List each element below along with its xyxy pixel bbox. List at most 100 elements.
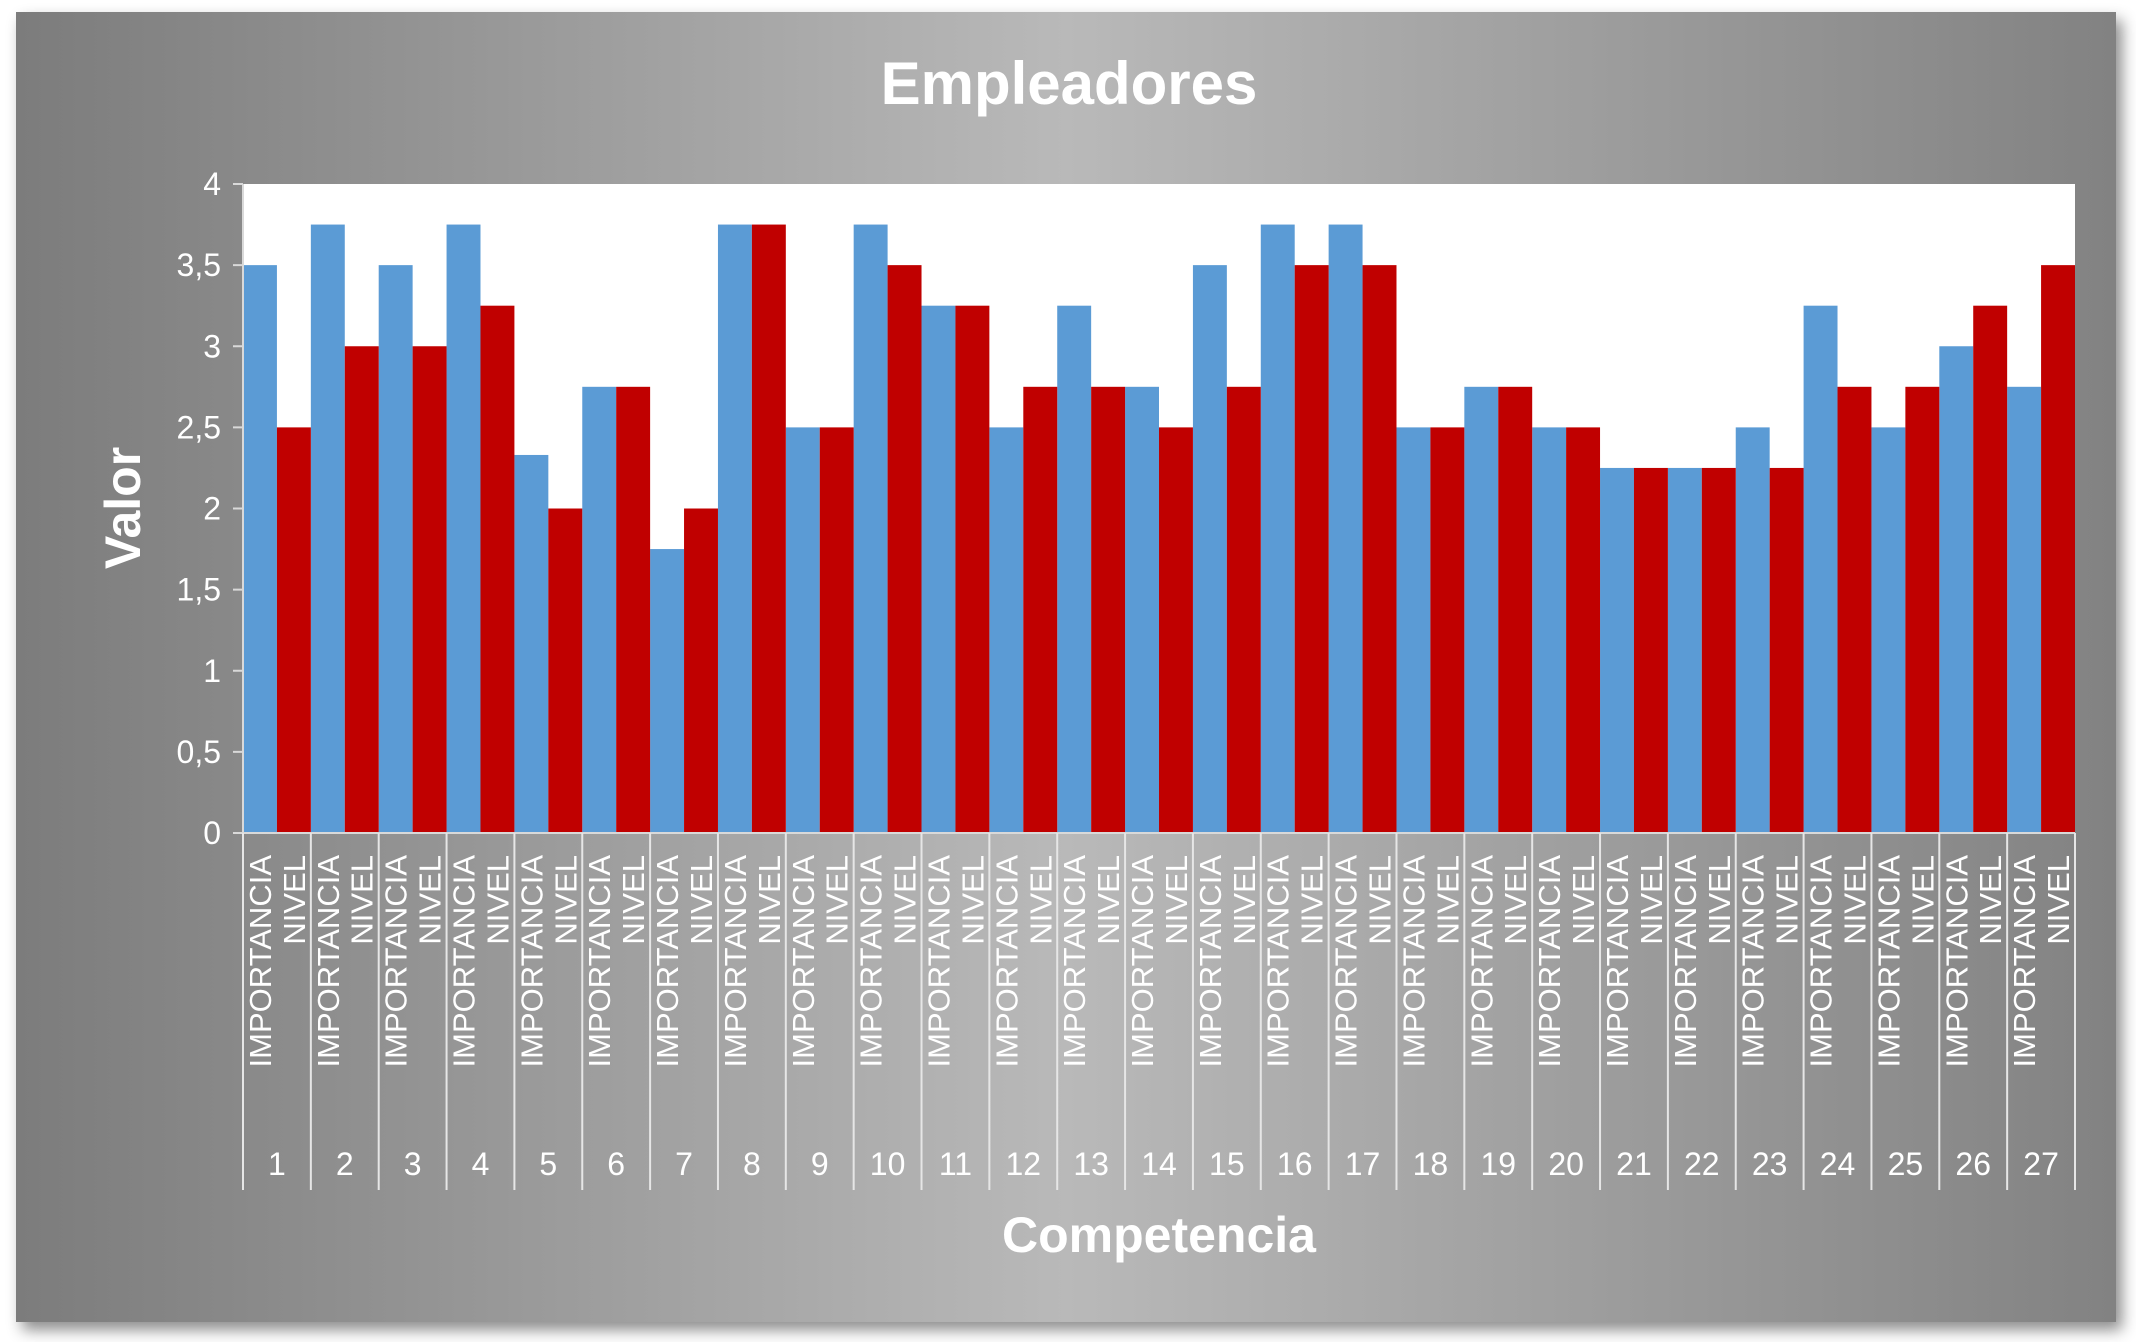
x-axis: IMPORTANCIANIVEL1IMPORTANCIANIVEL2IMPORT… <box>242 832 2076 1190</box>
x-category-label: 20 <box>1548 1146 1584 1182</box>
chart-frame: Empleadores 0 0,5 1 1,5 2 2,5 3 3,5 4 IMPORTANCI… <box>16 12 2116 1322</box>
x-category-label: 26 <box>1955 1146 1991 1182</box>
x-bar-label-nivel: NIVEL <box>1837 855 1872 945</box>
bar-importancia-27 <box>2007 386 2042 833</box>
x-bar-label-importancia: IMPORTANCIA <box>1193 855 1228 1068</box>
x-category-label: 4 <box>472 1146 490 1182</box>
x-bar-label-nivel: NIVEL <box>277 855 312 945</box>
bar-importancia-11 <box>921 305 956 833</box>
bar-importancia-25 <box>1871 427 1906 834</box>
bar-importancia-4 <box>446 224 481 833</box>
x-bar-label-nivel: NIVEL <box>1702 855 1737 945</box>
bar-nivel-11 <box>955 305 990 833</box>
x-bar-label-nivel: NIVEL <box>1295 855 1330 945</box>
x-bar-label-nivel: NIVEL <box>345 855 380 945</box>
x-category-label: 9 <box>811 1146 829 1182</box>
x-bar-label-importancia: IMPORTANCIA <box>514 855 549 1068</box>
bar-importancia-21 <box>1600 467 1634 833</box>
x-bar-label-nivel: NIVEL <box>1566 855 1601 945</box>
x-bar-label-nivel: NIVEL <box>888 855 923 945</box>
x-category-label: 14 <box>1141 1146 1177 1182</box>
bar-importancia-20 <box>1532 427 1567 834</box>
bar-importancia-19 <box>1464 386 1499 833</box>
x-bar-label-nivel: NIVEL <box>1363 855 1398 945</box>
x-bar-label-importancia: IMPORTANCIA <box>1057 855 1092 1068</box>
bar-importancia-6 <box>582 386 617 833</box>
x-bar-label-importancia: IMPORTANCIA <box>1532 855 1567 1068</box>
bar-nivel-7 <box>684 508 718 833</box>
bar-importancia-14 <box>1125 386 1159 833</box>
bar-nivel-5 <box>548 508 583 833</box>
y-tick-label: 2,5 <box>177 409 221 445</box>
x-category-label: 15 <box>1209 1146 1245 1182</box>
bar-chart: Empleadores 0 0,5 1 1,5 2 2,5 3 3,5 4 IMPORTANCI… <box>95 50 2076 1263</box>
x-bar-label-importancia: IMPORTANCIA <box>718 855 753 1068</box>
y-tick-label: 3,5 <box>177 247 221 283</box>
x-bar-label-importancia: IMPORTANCIA <box>786 855 821 1068</box>
y-tick-label: 1 <box>203 653 221 689</box>
bar-importancia-15 <box>1192 265 1227 834</box>
y-axis-title: Valor <box>95 447 151 569</box>
x-bar-label-importancia: IMPORTANCIA <box>582 855 617 1068</box>
x-category-label: 13 <box>1073 1146 1109 1182</box>
x-bar-label-importancia: IMPORTANCIA <box>921 855 956 1068</box>
x-bar-label-importancia: IMPORTANCIA <box>650 855 685 1068</box>
bar-nivel-10 <box>887 265 922 834</box>
bar-importancia-5 <box>514 454 549 833</box>
bar-nivel-6 <box>616 386 651 833</box>
x-category-label: 8 <box>743 1146 761 1182</box>
bar-nivel-27 <box>2041 265 2075 834</box>
bar-nivel-4 <box>480 305 515 833</box>
x-category-label: 1 <box>268 1146 286 1182</box>
x-bar-label-importancia: IMPORTANCIA <box>2007 855 2042 1068</box>
x-category-label: 6 <box>607 1146 625 1182</box>
x-bar-label-importancia: IMPORTANCIA <box>1871 855 1906 1068</box>
x-category-label: 7 <box>675 1146 693 1182</box>
bar-nivel-20 <box>1566 427 1601 834</box>
x-bar-label-importancia: IMPORTANCIA <box>1668 855 1703 1068</box>
bar-nivel-3 <box>412 346 447 833</box>
x-bar-label-importancia: IMPORTANCIA <box>1464 855 1499 1068</box>
x-bar-label-nivel: NIVEL <box>616 855 651 945</box>
x-bar-label-nivel: NIVEL <box>752 855 787 945</box>
x-category-label: 27 <box>2023 1146 2059 1182</box>
x-bar-label-importancia: IMPORTANCIA <box>243 855 278 1068</box>
x-category-label: 22 <box>1684 1146 1720 1182</box>
x-category-label: 21 <box>1616 1146 1652 1182</box>
x-category-label: 3 <box>404 1146 422 1182</box>
x-bar-label-nivel: NIVEL <box>1091 855 1126 945</box>
bar-importancia-22 <box>1667 467 1702 833</box>
x-bar-label-nivel: NIVEL <box>684 855 719 945</box>
bar-nivel-14 <box>1159 427 1193 834</box>
bar-nivel-2 <box>344 346 379 833</box>
bar-nivel-13 <box>1091 386 1126 833</box>
x-bar-label-importancia: IMPORTANCIA <box>447 855 482 1068</box>
bar-importancia-18 <box>1396 427 1431 834</box>
bar-nivel-9 <box>819 427 854 834</box>
y-axis: 0 0,5 1 1,5 2 2,5 3 3,5 4 <box>177 166 244 851</box>
x-category-label: 16 <box>1277 1146 1313 1182</box>
x-bar-label-nivel: NIVEL <box>955 855 990 945</box>
bar-nivel-8 <box>751 224 786 833</box>
y-tick-label: 2 <box>203 491 221 527</box>
x-bar-label-importancia: IMPORTANCIA <box>989 855 1024 1068</box>
x-bar-label-nivel: NIVEL <box>480 855 515 945</box>
x-category-label: 23 <box>1752 1146 1788 1182</box>
x-bar-label-nivel: NIVEL <box>1770 855 1805 945</box>
bar-nivel-18 <box>1430 427 1465 834</box>
bar-nivel-26 <box>1973 305 2008 833</box>
bar-importancia-2 <box>310 224 345 833</box>
x-category-label: 2 <box>336 1146 354 1182</box>
x-bar-label-nivel: NIVEL <box>1159 855 1194 945</box>
x-bar-label-nivel: NIVEL <box>820 855 855 945</box>
y-tick-label: 0,5 <box>177 734 221 770</box>
bar-importancia-26 <box>1939 346 1974 833</box>
x-category-label: 11 <box>939 1146 972 1182</box>
x-category-label: 25 <box>1888 1146 1924 1182</box>
x-category-label: 12 <box>1006 1146 1042 1182</box>
bar-nivel-25 <box>1905 386 1940 833</box>
x-bar-label-nivel: NIVEL <box>1634 855 1669 945</box>
bar-nivel-24 <box>1837 386 1872 833</box>
bar-importancia-23 <box>1735 427 1770 834</box>
x-bar-label-importancia: IMPORTANCIA <box>1329 855 1364 1068</box>
